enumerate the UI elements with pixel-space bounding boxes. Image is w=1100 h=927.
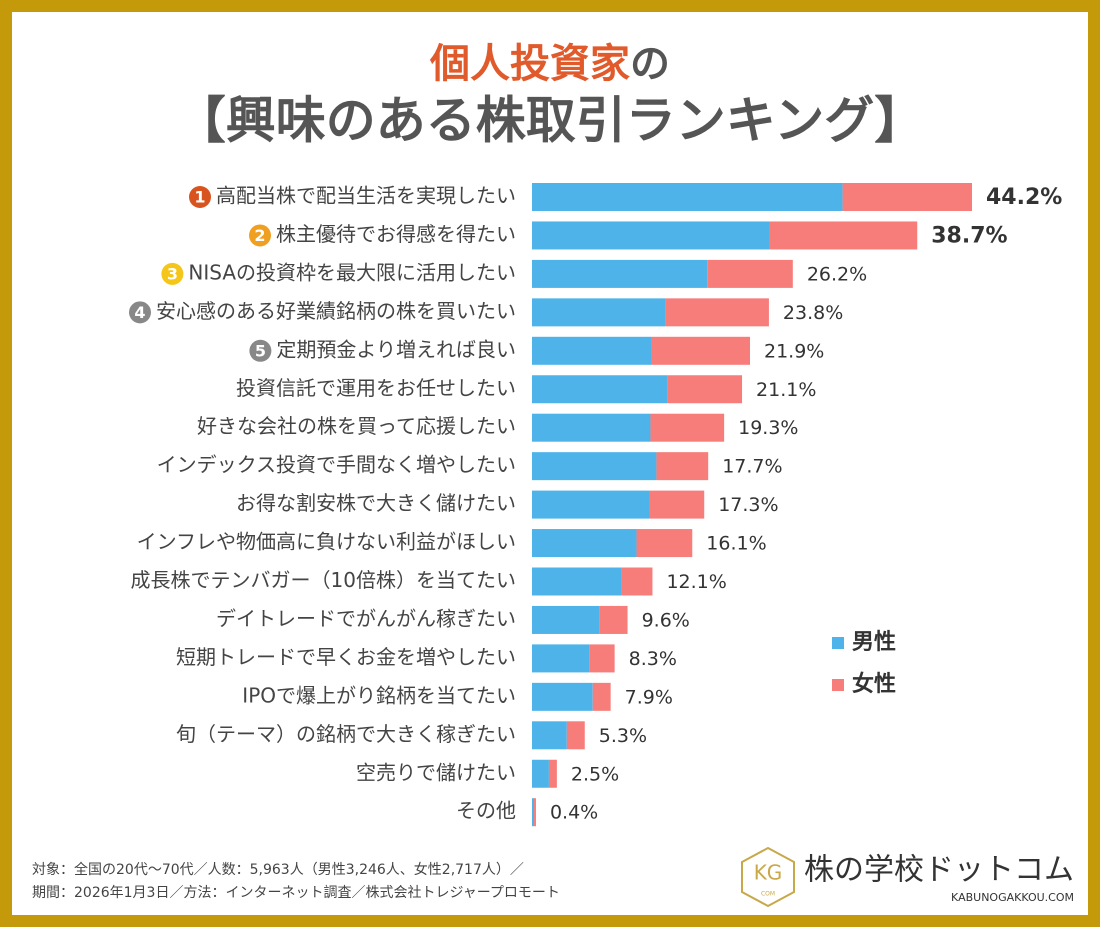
rank-badge — [189, 186, 211, 208]
bar-segment — [533, 798, 536, 827]
bar-segment — [707, 259, 793, 288]
category-label: 高配当株で配当生活を実現したい — [216, 184, 516, 208]
bar-segment — [532, 721, 567, 750]
total-label: 23.8% — [783, 302, 843, 324]
chart-subtitle: 【興味のある株取引ランキング】 — [176, 92, 925, 150]
bar-segment — [599, 605, 628, 634]
bar-segment — [589, 644, 615, 673]
category-label: インフレや物価高に負けない利益がほしい — [137, 530, 516, 554]
total-label: 17.3% — [718, 494, 778, 516]
category-label: 安心感のある好業績銘柄の株を買いたい — [156, 299, 516, 323]
legend-swatch — [832, 679, 844, 691]
bar-segment — [532, 183, 843, 211]
bar-segment — [621, 567, 653, 596]
category-label: 旬（テーマ）の銘柄で大きく稼ぎたい — [176, 722, 516, 746]
rank-badge-label: 5 — [255, 341, 266, 360]
total-label: 21.1% — [756, 379, 816, 401]
bar-segment — [532, 490, 650, 519]
total-label: 9.6% — [642, 609, 690, 631]
category-label: デイトレードでがんがん稼ぎたい — [216, 606, 516, 630]
bar-segment — [532, 413, 651, 442]
bar-segment — [532, 529, 637, 558]
rank-badge-label: 1 — [194, 188, 205, 207]
rank-badge-label: 4 — [134, 303, 145, 322]
bar-segment — [592, 682, 611, 711]
total-label: 12.1% — [666, 571, 726, 593]
category-label: 空売りで儲けたい — [356, 760, 516, 784]
total-label: 0.4% — [550, 802, 598, 824]
category-label: 成長株でテンバガー（10倍株）を当てたい — [131, 568, 516, 592]
rank-badge-label: 3 — [167, 264, 178, 283]
logo-emblem-sub: COM — [761, 891, 775, 898]
category-label: インデックス投資で手間なく増やしたい — [157, 453, 516, 477]
total-label: 5.3% — [599, 725, 647, 747]
total-label: 38.7% — [931, 223, 1007, 248]
bar-segment — [566, 721, 585, 750]
bar-segment — [636, 529, 693, 558]
rank-badge — [249, 224, 271, 247]
logo: KG COM 株の学校ドットコム KABUNOGAKKOU.COM — [741, 846, 1074, 908]
total-label: 26.2% — [807, 263, 867, 285]
bar-segment — [532, 298, 666, 327]
chart-title: 個人投資家の — [429, 41, 670, 87]
category-label: その他 — [456, 799, 516, 823]
logo-emblem-text: KG — [754, 861, 783, 885]
category-label: NISAの投資枠を最大限に活用したい — [188, 260, 516, 284]
category-label: 短期トレードで早くお金を増やしたい — [176, 645, 516, 669]
bar-segment — [667, 375, 743, 404]
total-label: 44.2% — [986, 185, 1062, 210]
category-label: 投資信託で運用をお任せしたい — [236, 376, 516, 400]
bar-segment — [656, 452, 709, 481]
bar-segment — [650, 413, 725, 442]
bar-segment — [649, 490, 705, 519]
total-label: 16.1% — [706, 533, 766, 555]
footnote: 期間：2026年1月3日／方法：インターネット調査／株式会社トレジャープロモート — [32, 885, 560, 901]
bar-segment — [769, 221, 918, 250]
bar-segment — [532, 682, 593, 711]
bar-segment — [532, 375, 668, 404]
bar-segment — [842, 183, 972, 211]
bar-segment — [665, 298, 769, 327]
total-label: 8.3% — [629, 648, 677, 670]
total-label: 2.5% — [571, 763, 619, 785]
legend-swatch — [832, 637, 844, 649]
bar-segment — [532, 336, 652, 365]
rank-badge — [129, 301, 151, 324]
category-label: 定期預金より増えれば良い — [276, 337, 516, 361]
rank-badge-label: 2 — [254, 226, 265, 245]
total-label: 21.9% — [764, 340, 824, 362]
category-label: お得な割安株で大きく儲けたい — [236, 491, 516, 515]
bar-segment — [532, 221, 770, 250]
bar-segment — [532, 759, 549, 788]
title-part: の — [630, 41, 670, 87]
bar-segment — [532, 452, 657, 481]
total-label: 17.7% — [722, 456, 782, 478]
category-label: 好きな会社の株を買って応援したい — [197, 414, 516, 438]
legend-label: 男性 — [852, 630, 896, 655]
total-label: 7.9% — [625, 686, 673, 708]
bar-segment — [532, 567, 622, 596]
category-label: IPOで爆上がり銘柄を当てたい — [242, 683, 516, 707]
legend-label: 女性 — [852, 671, 896, 697]
bar-segment — [532, 605, 600, 634]
category-label: 株主優待でお得感を得たい — [276, 222, 516, 246]
bar-segment — [532, 259, 708, 288]
bar-segment — [651, 336, 751, 365]
title-part: 個人投資家 — [429, 41, 630, 87]
total-label: 19.3% — [738, 417, 798, 439]
logo-emblem — [741, 846, 795, 908]
bar-segment — [532, 798, 534, 827]
rank-badge — [249, 339, 272, 362]
logo-name: 株の学校ドットコム — [804, 853, 1074, 888]
footnote: 対象：全国の20代〜70代／人数：5,963人（男性3,246人、女性2,717… — [32, 861, 524, 878]
bar-segment — [548, 759, 557, 788]
logo-url: KABUNOGAKKOU.COM — [951, 891, 1074, 904]
bar-segment — [532, 644, 590, 673]
rank-badge — [161, 262, 184, 285]
